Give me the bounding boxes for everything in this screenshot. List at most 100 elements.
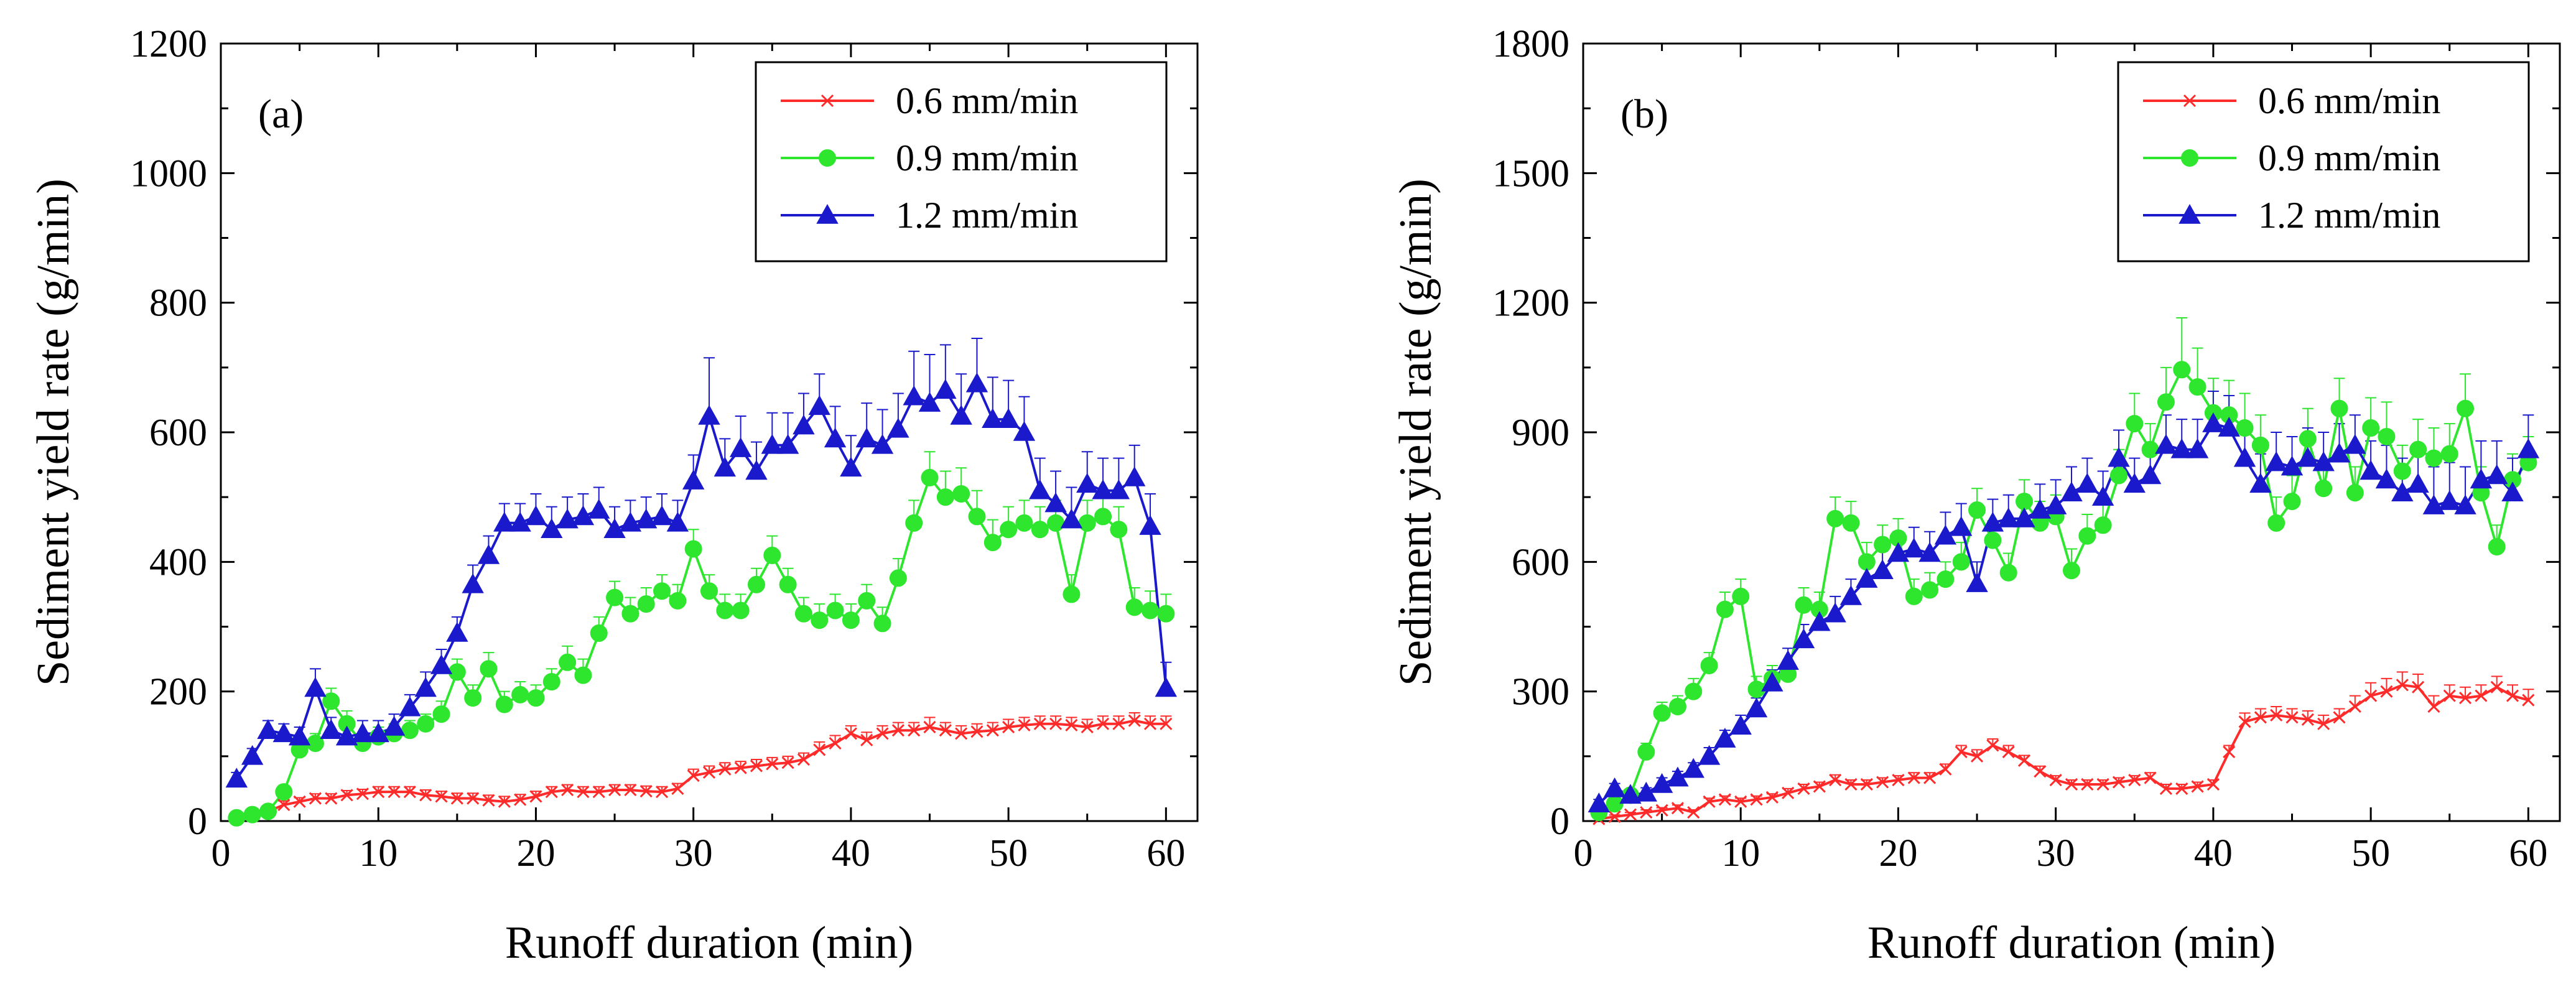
data-point	[2360, 460, 2382, 480]
data-point	[918, 392, 941, 412]
data-point	[446, 621, 468, 642]
data-point	[1808, 611, 1831, 631]
data-point	[624, 783, 637, 797]
data-point	[936, 488, 954, 506]
data-point	[401, 722, 419, 740]
data-point	[750, 759, 763, 773]
x-axis-title: Runoff duration (min)	[505, 917, 913, 968]
data-point	[383, 715, 406, 736]
data-point	[1968, 501, 1986, 519]
data-point	[621, 605, 639, 623]
data-point	[891, 724, 904, 737]
data-point	[655, 786, 669, 799]
series-line	[236, 719, 1166, 819]
data-point	[2236, 419, 2254, 437]
data-point	[1970, 750, 1984, 763]
data-point	[982, 408, 1004, 428]
y-tick-label: 900	[1512, 412, 1569, 454]
data-point	[603, 518, 626, 539]
data-point	[2412, 680, 2425, 694]
data-point	[1049, 717, 1062, 730]
data-point	[2128, 773, 2141, 787]
data-point	[986, 724, 999, 737]
data-point	[908, 724, 921, 737]
data-point	[983, 534, 1002, 552]
error-bars	[231, 337, 1172, 818]
data-point	[871, 434, 894, 454]
data-point	[2270, 708, 2283, 722]
data-point	[2157, 393, 2175, 411]
data-point	[1824, 602, 1846, 623]
data-point	[2206, 778, 2220, 791]
data-point	[1143, 717, 1157, 730]
data-point	[2049, 773, 2062, 787]
data-point	[574, 666, 592, 684]
data-point	[495, 695, 513, 713]
data-point	[524, 505, 547, 526]
data-point	[619, 511, 642, 532]
data-point	[2328, 442, 2351, 463]
data-point	[858, 592, 876, 610]
data-point	[700, 582, 718, 600]
data-point	[417, 715, 435, 733]
legend-label: 0.9 mm/min	[2258, 137, 2440, 179]
data-point	[2330, 399, 2348, 417]
data-point	[2063, 562, 2080, 580]
y-tick-label: 0	[188, 801, 207, 843]
data-point	[776, 434, 799, 454]
data-point	[2096, 778, 2109, 791]
data-point	[840, 457, 862, 477]
data-point	[1999, 564, 2017, 582]
data-point	[1139, 514, 1161, 535]
data-point	[1655, 804, 1668, 817]
data-point	[2170, 438, 2193, 458]
data-point	[2439, 490, 2461, 510]
data-point	[498, 795, 511, 808]
data-point	[2186, 438, 2209, 458]
data-point	[293, 795, 306, 808]
data-point	[419, 789, 432, 802]
legend-marker	[816, 203, 839, 224]
data-point	[1782, 786, 1795, 799]
x-tick-label: 0	[1574, 832, 1593, 875]
data-point	[639, 785, 653, 798]
data-point	[1842, 514, 1860, 532]
data-point	[559, 653, 577, 671]
data-point	[903, 385, 925, 406]
data-point	[923, 720, 936, 734]
data-point	[1700, 657, 1718, 674]
data-point	[684, 540, 702, 558]
data-point	[889, 569, 907, 587]
y-tick-label: 600	[149, 412, 207, 454]
data-point	[1905, 587, 1923, 605]
data-point	[2218, 416, 2240, 437]
data-point	[2427, 700, 2440, 713]
data-point	[1125, 598, 1143, 616]
data-point	[277, 798, 291, 812]
data-point	[257, 719, 279, 739]
data-point	[1703, 795, 1716, 808]
y-tick-label: 1000	[130, 152, 207, 195]
data-point	[1745, 697, 1768, 718]
data-point	[1792, 628, 1815, 649]
data-point	[1981, 511, 2004, 532]
x-tick-label: 50	[989, 832, 1028, 875]
data-point	[2065, 778, 2078, 791]
data-point	[1667, 766, 1689, 787]
series-line	[235, 382, 1168, 780]
data-point	[2060, 481, 2083, 502]
data-point	[462, 573, 484, 593]
data-point	[794, 605, 812, 623]
x-tick-label: 10	[359, 832, 398, 875]
data-point	[1826, 509, 1844, 527]
data-point	[2109, 467, 2127, 485]
data-point	[747, 575, 765, 593]
data-point	[1765, 791, 1779, 804]
data-point	[561, 783, 574, 797]
legend-marker	[821, 94, 834, 108]
data-point	[952, 485, 970, 503]
data-point	[2440, 445, 2458, 463]
x-tick-label: 60	[2509, 832, 2547, 875]
data-point	[2283, 493, 2301, 511]
data-point	[2344, 434, 2366, 454]
